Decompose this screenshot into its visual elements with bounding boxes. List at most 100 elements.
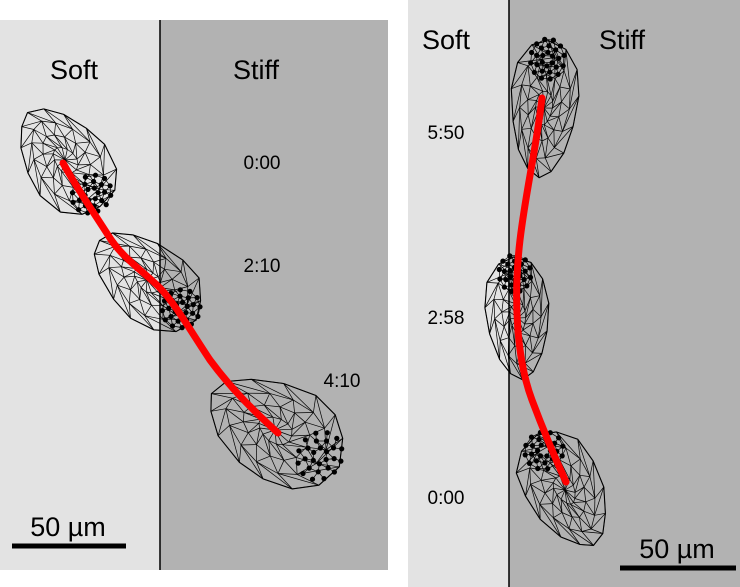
adhesion-node: [183, 310, 189, 316]
mesh-edge: [509, 306, 512, 313]
mesh-edge: [64, 153, 74, 161]
mesh-edge: [61, 171, 74, 188]
mesh-edge: [553, 517, 570, 530]
mesh-edge: [277, 473, 298, 475]
mesh-edge: [536, 77, 548, 93]
mesh-edge: [72, 128, 91, 143]
mesh-edge: [276, 443, 297, 458]
mesh-edge: [532, 316, 542, 324]
mesh-edge: [62, 185, 74, 188]
adhesion-node: [313, 430, 319, 436]
mesh-edge: [33, 120, 42, 130]
mesh-edge: [239, 444, 242, 463]
mesh-edge: [76, 158, 79, 165]
mesh-edge: [46, 134, 55, 137]
mesh-edge: [583, 501, 587, 512]
mesh-edge: [137, 279, 148, 283]
mesh-edge: [256, 444, 271, 457]
mesh-edge: [225, 408, 230, 426]
mesh-edge: [121, 266, 125, 278]
mesh-edge: [594, 512, 606, 516]
adhesion-node: [547, 76, 553, 82]
mesh-edge: [129, 245, 142, 259]
mesh-edge: [499, 340, 511, 374]
mesh-edge: [569, 88, 571, 109]
mesh-edge: [566, 502, 571, 505]
mesh-edge: [574, 486, 585, 493]
mesh-edge: [529, 335, 533, 353]
adhesion-node: [561, 52, 567, 59]
mesh-edge: [140, 257, 148, 270]
mesh-edge: [508, 318, 511, 338]
adhesion-node: [334, 435, 340, 441]
adhesion-node: [556, 435, 562, 441]
mesh-edge: [497, 282, 504, 300]
mesh-edge: [521, 129, 529, 149]
mesh-edge: [283, 383, 294, 401]
mesh-edge: [229, 425, 249, 434]
mesh-edge: [139, 299, 146, 316]
mesh-edge: [565, 447, 581, 460]
adhesion-node: [544, 63, 550, 69]
mesh-edge: [525, 309, 534, 318]
mesh-edge: [279, 406, 289, 425]
mesh-edge: [525, 345, 533, 354]
mesh-edge: [103, 144, 105, 176]
mesh-edge: [153, 258, 167, 263]
mesh-edge: [20, 129, 35, 149]
adhesion-node: [505, 261, 511, 267]
mesh-edge: [226, 381, 270, 394]
mesh-edge: [315, 438, 343, 464]
right-time-label-2: 2:58: [428, 308, 465, 329]
mesh-edge: [94, 246, 116, 255]
mesh-edge: [232, 397, 245, 413]
mesh-edge: [558, 101, 562, 117]
mesh-edge: [277, 473, 319, 486]
adhesion-node: [179, 325, 185, 331]
cell-outline: [515, 431, 606, 546]
left-soft-region: [0, 20, 160, 570]
mesh-edge: [559, 86, 571, 90]
mesh-edge: [151, 304, 164, 320]
mesh-edge: [129, 246, 131, 258]
mesh-edge: [27, 159, 35, 174]
mesh-edge: [325, 414, 336, 450]
mesh-edge: [544, 492, 553, 504]
mesh-edge: [291, 421, 306, 430]
mesh-edge: [507, 355, 511, 374]
left-trajectory-line: [59, 159, 282, 437]
mesh-edge: [279, 406, 282, 420]
mesh-edge: [256, 427, 261, 445]
mesh-edge: [527, 85, 531, 100]
right-stiff-label: Stiff: [599, 25, 646, 55]
adhesion-node: [538, 442, 544, 448]
mesh-edge: [108, 267, 114, 300]
mesh-edge: [500, 337, 509, 341]
mesh-edge: [521, 129, 529, 169]
mesh-edge: [242, 421, 249, 433]
mesh-edge: [64, 136, 74, 154]
adhesion-node: [503, 277, 509, 283]
mesh-edge: [550, 78, 556, 96]
mesh-edge: [524, 352, 533, 364]
mesh-edge: [555, 475, 561, 479]
adhesion-node: [509, 288, 515, 294]
mesh-edge: [85, 151, 101, 158]
mesh-edge: [568, 528, 594, 546]
mesh-edge: [140, 287, 152, 306]
mesh-edge: [564, 489, 574, 503]
mesh-edge: [275, 443, 285, 461]
adhesion-node: [296, 448, 302, 454]
mesh-edge: [583, 510, 595, 516]
mesh-edge: [518, 129, 523, 150]
mesh-edge: [128, 303, 131, 319]
mesh-edge: [503, 299, 516, 304]
mesh-edge: [561, 101, 570, 110]
mesh-edge: [42, 149, 55, 155]
left-time-label-3: 4:10: [324, 371, 361, 392]
mesh-edge: [556, 494, 562, 500]
adhesion-node: [528, 60, 534, 66]
mesh-edge: [539, 278, 543, 296]
mesh-edge: [499, 340, 509, 356]
mesh-edge: [516, 452, 538, 474]
